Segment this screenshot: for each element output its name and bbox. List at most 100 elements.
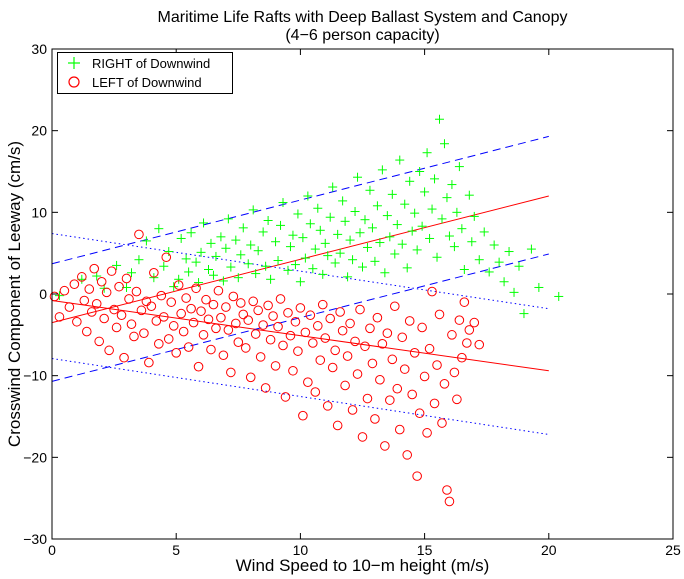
data-point-plus: [285, 242, 295, 252]
data-point-plus: [134, 255, 144, 265]
data-point-plus: [392, 220, 402, 230]
data-point-plus: [405, 176, 415, 186]
data-point-circle: [452, 394, 462, 405]
data-point-circle: [96, 276, 107, 287]
data-point-circle: [320, 333, 331, 343]
legend-label-right: RIGHT of Downwind: [92, 55, 211, 71]
data-point-circle: [409, 348, 420, 358]
data-point-plus: [223, 214, 233, 224]
data-point-plus: [425, 233, 435, 243]
data-point-circle: [255, 352, 266, 362]
data-point-plus: [233, 273, 243, 283]
data-point-circle: [332, 420, 343, 431]
dashed-line: [51, 253, 549, 382]
data-point-circle: [144, 357, 154, 368]
y-tick-label: 20: [31, 123, 47, 139]
data-point-plus: [221, 243, 231, 253]
data-point-circle: [243, 315, 254, 325]
data-point-circle: [355, 304, 365, 315]
data-point-circle: [141, 296, 152, 307]
data-point-plus: [261, 261, 271, 271]
data-point-circle: [394, 424, 405, 435]
data-point-circle: [49, 291, 60, 302]
data-point-circle: [280, 392, 291, 402]
data-point-plus: [218, 276, 228, 286]
data-point-plus: [430, 174, 440, 184]
dashed-line: [51, 135, 549, 265]
data-point-plus: [554, 291, 564, 301]
data-point-circle: [72, 316, 82, 327]
data-point-circle: [293, 346, 303, 356]
data-point-plus: [397, 239, 407, 249]
data-point-circle: [447, 330, 457, 340]
dotted-line: [51, 233, 549, 310]
data-point-plus: [159, 261, 169, 271]
data-point-circle: [454, 315, 465, 325]
data-point-plus: [290, 260, 300, 270]
data-point-plus: [358, 262, 367, 272]
data-point-circle: [340, 380, 350, 391]
data-point-circle: [163, 334, 174, 344]
data-point-circle: [337, 325, 348, 336]
data-point-plus: [258, 227, 268, 237]
data-point-plus: [176, 233, 186, 243]
data-point-circle: [245, 372, 256, 383]
data-point-plus: [350, 207, 360, 217]
data-point-plus: [420, 187, 430, 197]
chart-subtitle: (4−6 person capacity): [285, 27, 440, 44]
data-point-circle: [99, 313, 109, 324]
data-point-plus: [452, 207, 462, 217]
data-point-circle: [402, 450, 413, 460]
data-point-circle: [422, 428, 432, 438]
data-point-circle: [285, 330, 296, 341]
data-point-circle: [233, 337, 244, 347]
data-point-circle: [156, 290, 167, 301]
data-point-plus: [174, 274, 184, 284]
data-point-plus: [164, 247, 174, 257]
data-point-plus: [263, 216, 273, 225]
data-point-circle: [444, 496, 455, 507]
data-point-circle: [146, 301, 157, 312]
chart-title: Maritime Life Rafts with Deep Ballast Sy…: [157, 9, 568, 26]
data-point-circle: [211, 323, 221, 334]
data-point-plus: [353, 172, 363, 182]
data-point-circle: [270, 361, 281, 371]
data-point-plus: [203, 265, 213, 274]
data-point-circle: [273, 321, 283, 332]
x-tick-label: 20: [541, 542, 557, 558]
data-point-circle: [278, 340, 288, 351]
data-point-plus: [206, 238, 216, 248]
data-point-plus: [435, 114, 445, 124]
x-tick-label: 25: [665, 542, 681, 558]
data-point-circle: [124, 294, 134, 304]
data-point-circle: [171, 348, 181, 358]
data-point-circle: [223, 325, 234, 335]
data-point-plus: [410, 208, 420, 218]
data-point-circle: [54, 312, 65, 322]
data-point-circle: [213, 285, 224, 296]
data-point-circle: [457, 352, 467, 363]
data-point-plus: [360, 215, 370, 225]
data-point-circle: [101, 287, 112, 298]
data-point-circle: [104, 345, 114, 356]
y-tick-label: −30: [23, 531, 47, 547]
data-point-circle: [439, 379, 450, 389]
data-point-plus: [459, 265, 469, 274]
data-point-plus: [236, 250, 246, 260]
data-point-circle: [168, 321, 179, 331]
data-point-circle: [365, 323, 375, 334]
data-point-circle: [253, 305, 263, 316]
axis-ticks: 0 5 10 15 20 25 −30 −20 −10 0 10 20 30: [23, 41, 681, 558]
data-point-plus: [251, 269, 261, 279]
data-point-plus: [308, 264, 318, 274]
data-point-plus: [509, 287, 519, 297]
data-point-plus: [318, 269, 328, 279]
series-left-of-downwind: [49, 229, 485, 507]
data-point-circle: [250, 329, 261, 339]
data-point-circle: [226, 367, 236, 378]
data-point-circle: [94, 336, 104, 347]
data-point-circle: [84, 284, 95, 294]
data-point-plus: [499, 277, 509, 287]
data-point-plus: [494, 257, 504, 267]
data-point-plus: [484, 267, 494, 277]
